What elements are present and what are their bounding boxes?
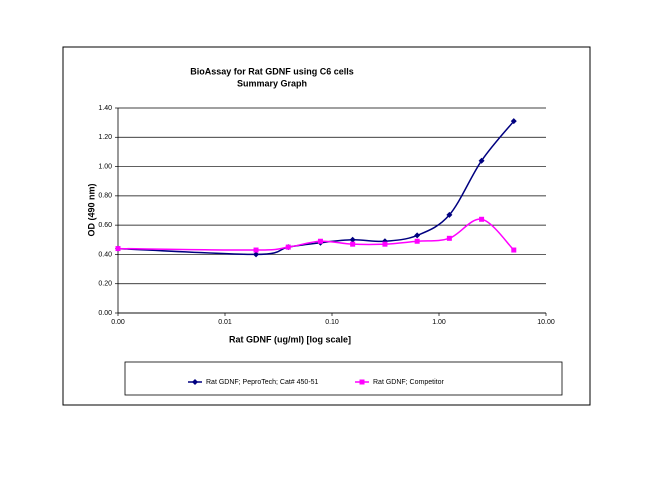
y-tick-label: 1.00 bbox=[98, 163, 112, 170]
x-tick-label: 1.00 bbox=[432, 319, 446, 326]
x-tick-label: 0.01 bbox=[218, 319, 232, 326]
data-point bbox=[414, 232, 421, 239]
y-tick-label: 0.80 bbox=[98, 193, 112, 200]
chart-title: BioAssay for Rat GDNF using C6 cells bbox=[190, 66, 354, 76]
series-line bbox=[117, 218, 515, 251]
y-tick-label: 1.40 bbox=[98, 105, 112, 112]
y-tick-label: 0.60 bbox=[98, 222, 112, 229]
x-axis-label: Rat GDNF (ug/ml) [log scale] bbox=[229, 334, 351, 344]
chart-subtitle: Summary Graph bbox=[237, 78, 307, 88]
data-point bbox=[350, 241, 356, 247]
data-point bbox=[285, 244, 291, 250]
data-point bbox=[478, 157, 485, 164]
data-point bbox=[479, 216, 485, 222]
data-point bbox=[510, 118, 517, 125]
legend-marker bbox=[359, 379, 365, 385]
data-point bbox=[414, 238, 420, 244]
legend-label: Rat GDNF; PeproTech; Cat# 450-51 bbox=[206, 379, 319, 386]
x-tick-label: 0.10 bbox=[325, 319, 339, 326]
data-point bbox=[511, 247, 517, 253]
y-tick-label: 0.20 bbox=[98, 281, 112, 288]
data-point bbox=[349, 236, 356, 243]
legend-label: Rat GDNF; Competitor bbox=[373, 379, 444, 386]
data-point bbox=[253, 247, 259, 253]
y-tick-label: 0.40 bbox=[98, 251, 112, 258]
y-tick-label: 1.20 bbox=[98, 134, 112, 141]
series-line bbox=[117, 120, 515, 256]
data-point bbox=[115, 246, 121, 252]
y-axis-label: OD (490 nm) bbox=[86, 183, 96, 236]
data-point bbox=[382, 241, 388, 247]
x-tick-label: 10.00 bbox=[537, 319, 555, 326]
legend bbox=[124, 361, 563, 396]
data-point bbox=[446, 235, 452, 241]
legend-marker bbox=[192, 379, 198, 385]
data-point bbox=[317, 238, 323, 244]
x-tick-label: 0.00 bbox=[111, 319, 125, 326]
data-point bbox=[253, 251, 260, 258]
chart-frame bbox=[62, 46, 591, 406]
y-tick-label: 0.00 bbox=[98, 310, 112, 317]
data-point bbox=[446, 211, 453, 218]
